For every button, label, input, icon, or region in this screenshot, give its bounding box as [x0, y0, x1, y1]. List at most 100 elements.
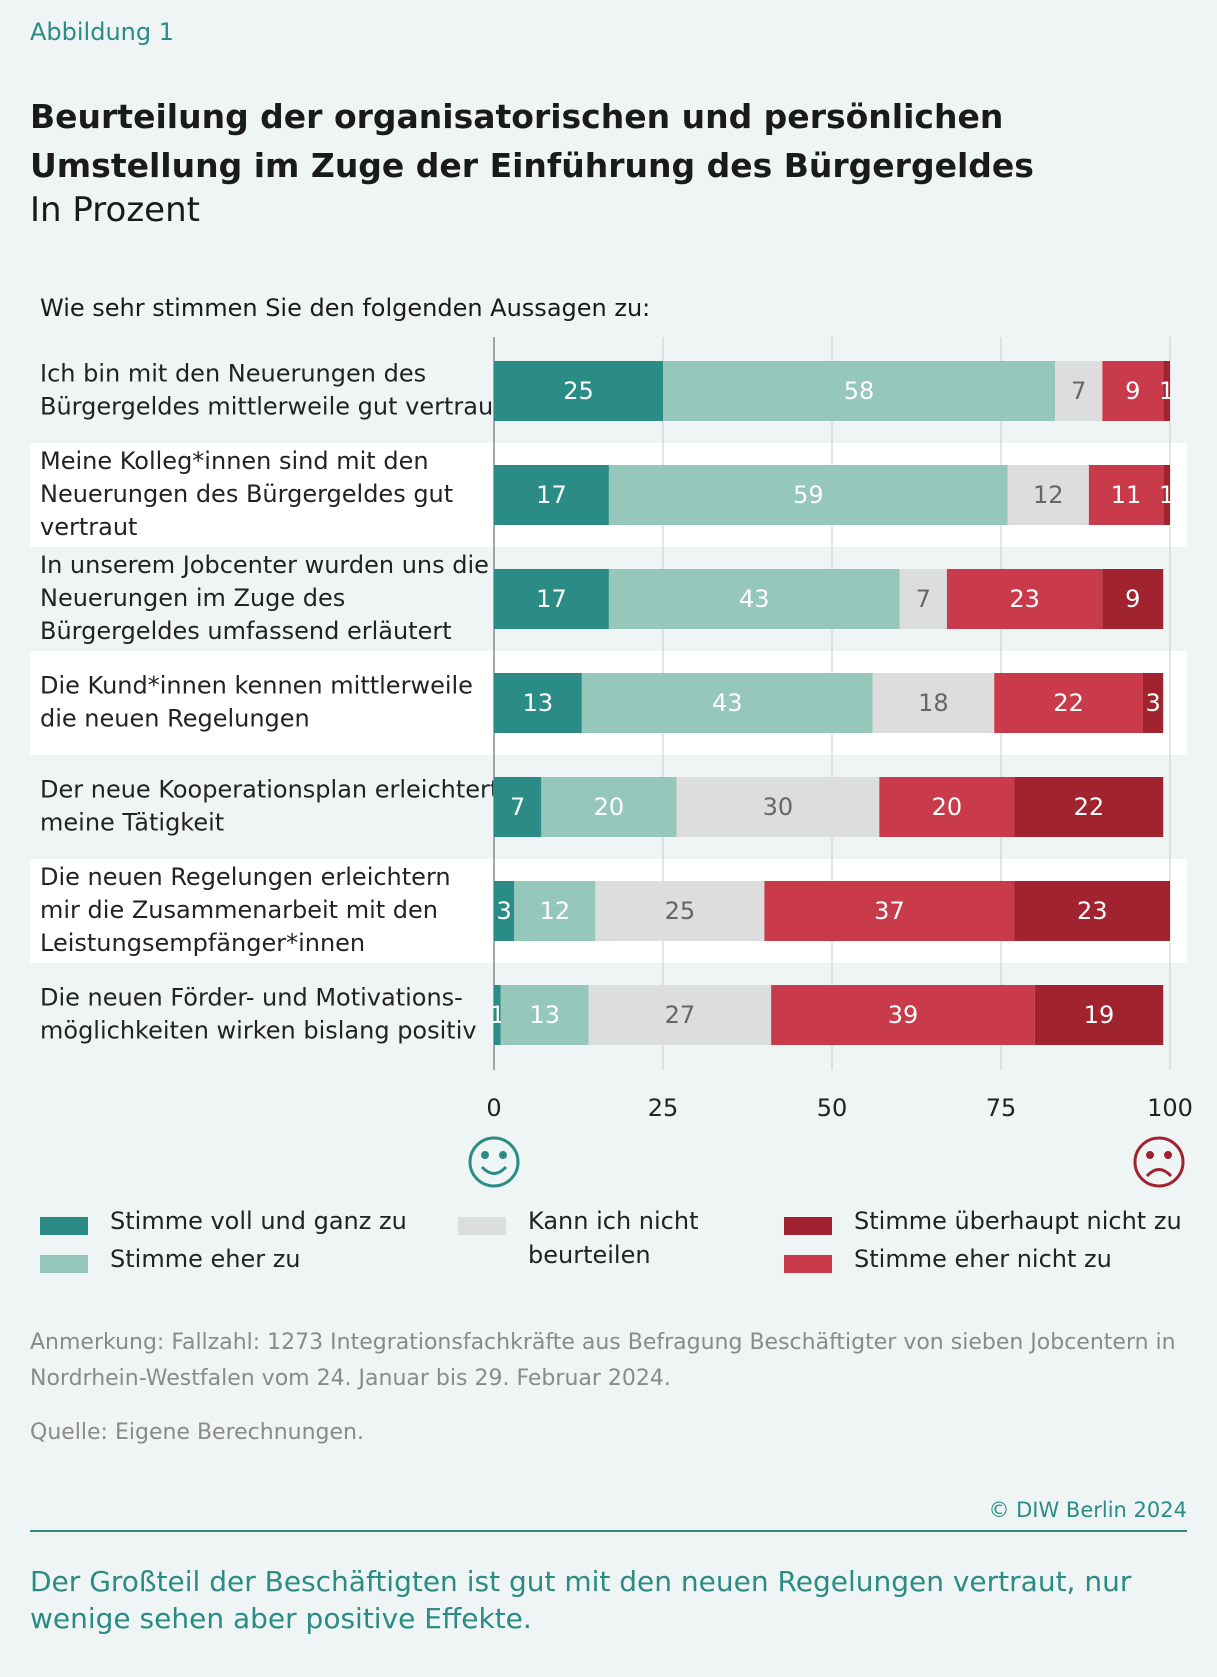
- category-label: mir die Zusammenarbeit mit den: [40, 896, 438, 924]
- category-label: Der neue Kooperationsplan erleichtert: [40, 776, 499, 804]
- legend-label: Kann ich nicht beurteilen: [528, 1207, 699, 1269]
- value-label: 23: [1009, 585, 1040, 613]
- legend-label: Stimme überhaupt nicht zu: [854, 1207, 1182, 1235]
- legend-swatch: [784, 1217, 832, 1235]
- value-label: 43: [712, 689, 743, 717]
- bar-segment: [994, 673, 1143, 733]
- bar-segment: [514, 881, 596, 941]
- value-label: 12: [540, 897, 571, 925]
- legend-swatch: [40, 1255, 88, 1273]
- bar-segment: [946, 569, 1103, 629]
- value-label: 1: [1159, 481, 1174, 509]
- bar-segment: [608, 569, 900, 629]
- value-label: 43: [739, 585, 770, 613]
- subtitle: In Prozent: [30, 190, 200, 230]
- bar-segment: [1102, 569, 1164, 629]
- bar-segment: [541, 777, 677, 837]
- bar-segment: [1142, 673, 1164, 733]
- x-tick-label: 75: [986, 1094, 1017, 1122]
- title-line: Beurteilung der organisatorischen und pe…: [30, 97, 1004, 136]
- legend-swatch: [458, 1217, 506, 1235]
- value-label: 25: [665, 897, 696, 925]
- x-tick-label: 50: [817, 1094, 848, 1122]
- legend-label: Stimme voll und ganz zu: [110, 1207, 407, 1235]
- bar-segment: [872, 673, 995, 733]
- bar-segment: [494, 985, 501, 1045]
- title-line: Umstellung im Zuge der Einführung des Bü…: [30, 146, 1034, 185]
- legend-swatch: [784, 1255, 832, 1273]
- value-label: 7: [1071, 377, 1086, 405]
- bar-segment: [494, 361, 663, 421]
- bar-segment: [595, 881, 765, 941]
- category-label: Leistungsempfänger*innen: [40, 929, 365, 957]
- bar-segment: [1163, 361, 1170, 421]
- chart-title: Beurteilung der organisatorischen und pe…: [30, 92, 1034, 190]
- value-label: 18: [918, 689, 949, 717]
- value-label: 20: [594, 793, 625, 821]
- value-label: 23: [1077, 897, 1108, 925]
- value-label: 7: [510, 793, 525, 821]
- question: Wie sehr stimmen Sie den folgenden Aussa…: [40, 294, 651, 322]
- value-label: 37: [874, 897, 905, 925]
- bar-segment: [1088, 465, 1164, 525]
- figure-label: Abbildung 1: [30, 18, 175, 46]
- value-label: 13: [529, 1001, 560, 1029]
- value-label: 27: [665, 1001, 696, 1029]
- happy-face: [468, 1136, 520, 1188]
- value-label: 39: [888, 1001, 919, 1029]
- bar-segment: [494, 465, 609, 525]
- category-label: In unserem Jobcenter wurden uns die: [40, 551, 489, 579]
- value-label: 7: [916, 585, 931, 613]
- value-label: 22: [1053, 689, 1084, 717]
- value-label: 1: [1159, 377, 1174, 405]
- value-label: 19: [1084, 1001, 1115, 1029]
- bar-segment: [500, 985, 589, 1045]
- category-label: Bürgergeldes mittlerweile gut vertraut: [40, 393, 503, 421]
- copyright: © DIW Berlin 2024: [988, 1498, 1187, 1522]
- bar-segment: [879, 777, 1015, 837]
- value-label: 20: [932, 793, 963, 821]
- bar-segment: [494, 881, 515, 941]
- bar-segment: [1055, 361, 1103, 421]
- category-label: Die neuen Regelungen erleichtern: [40, 863, 451, 891]
- value-label: 11: [1111, 481, 1142, 509]
- bar-segment: [494, 569, 609, 629]
- sad-face: [1133, 1136, 1185, 1188]
- bar-segment: [1014, 881, 1170, 941]
- value-label: 17: [536, 585, 567, 613]
- bar-segment: [1007, 465, 1089, 525]
- value-label: 17: [536, 481, 567, 509]
- bar-segment: [771, 985, 1035, 1045]
- legend-label: Stimme eher zu: [110, 1245, 301, 1273]
- bar-segment: [608, 465, 1008, 525]
- value-label: 3: [496, 897, 511, 925]
- category-label: Ich bin mit den Neuerungen des: [40, 360, 426, 388]
- x-tick-label: 0: [486, 1094, 501, 1122]
- bar-segment: [494, 673, 582, 733]
- bar-segment: [1163, 465, 1170, 525]
- bar-segment: [676, 777, 880, 837]
- category-label: die neuen Regelungen: [40, 705, 310, 733]
- category-label: Die neuen Förder- und Motivations-: [40, 984, 463, 1012]
- category-label: Meine Kolleg*innen sind mit den: [40, 447, 429, 475]
- value-label: 22: [1074, 793, 1105, 821]
- source: Quelle: Eigene Berechnungen.: [30, 1420, 364, 1445]
- value-label: 13: [523, 689, 554, 717]
- value-label: 12: [1033, 481, 1064, 509]
- value-label: 58: [844, 377, 875, 405]
- chart: Ich bin mit den Neuerungen des Bürgergeld…: [30, 337, 1193, 1188]
- category-label: Die Kund*innen kennen mittlerweile: [40, 672, 473, 700]
- bar-segment: [1034, 985, 1164, 1045]
- legend-label: Stimme eher nicht zu: [854, 1245, 1112, 1273]
- x-tick-label: 25: [648, 1094, 679, 1122]
- value-label: 30: [763, 793, 794, 821]
- divider: [30, 1530, 1187, 1532]
- summary: Der Großteil der Beschäftigten ist gut m…: [30, 1565, 1132, 1635]
- bar-segment: [899, 569, 947, 629]
- value-label: 25: [563, 377, 594, 405]
- bar-segment: [663, 361, 1056, 421]
- legend-swatch: [40, 1217, 88, 1235]
- bar-segment: [1102, 361, 1164, 421]
- value-label: 9: [1125, 377, 1140, 405]
